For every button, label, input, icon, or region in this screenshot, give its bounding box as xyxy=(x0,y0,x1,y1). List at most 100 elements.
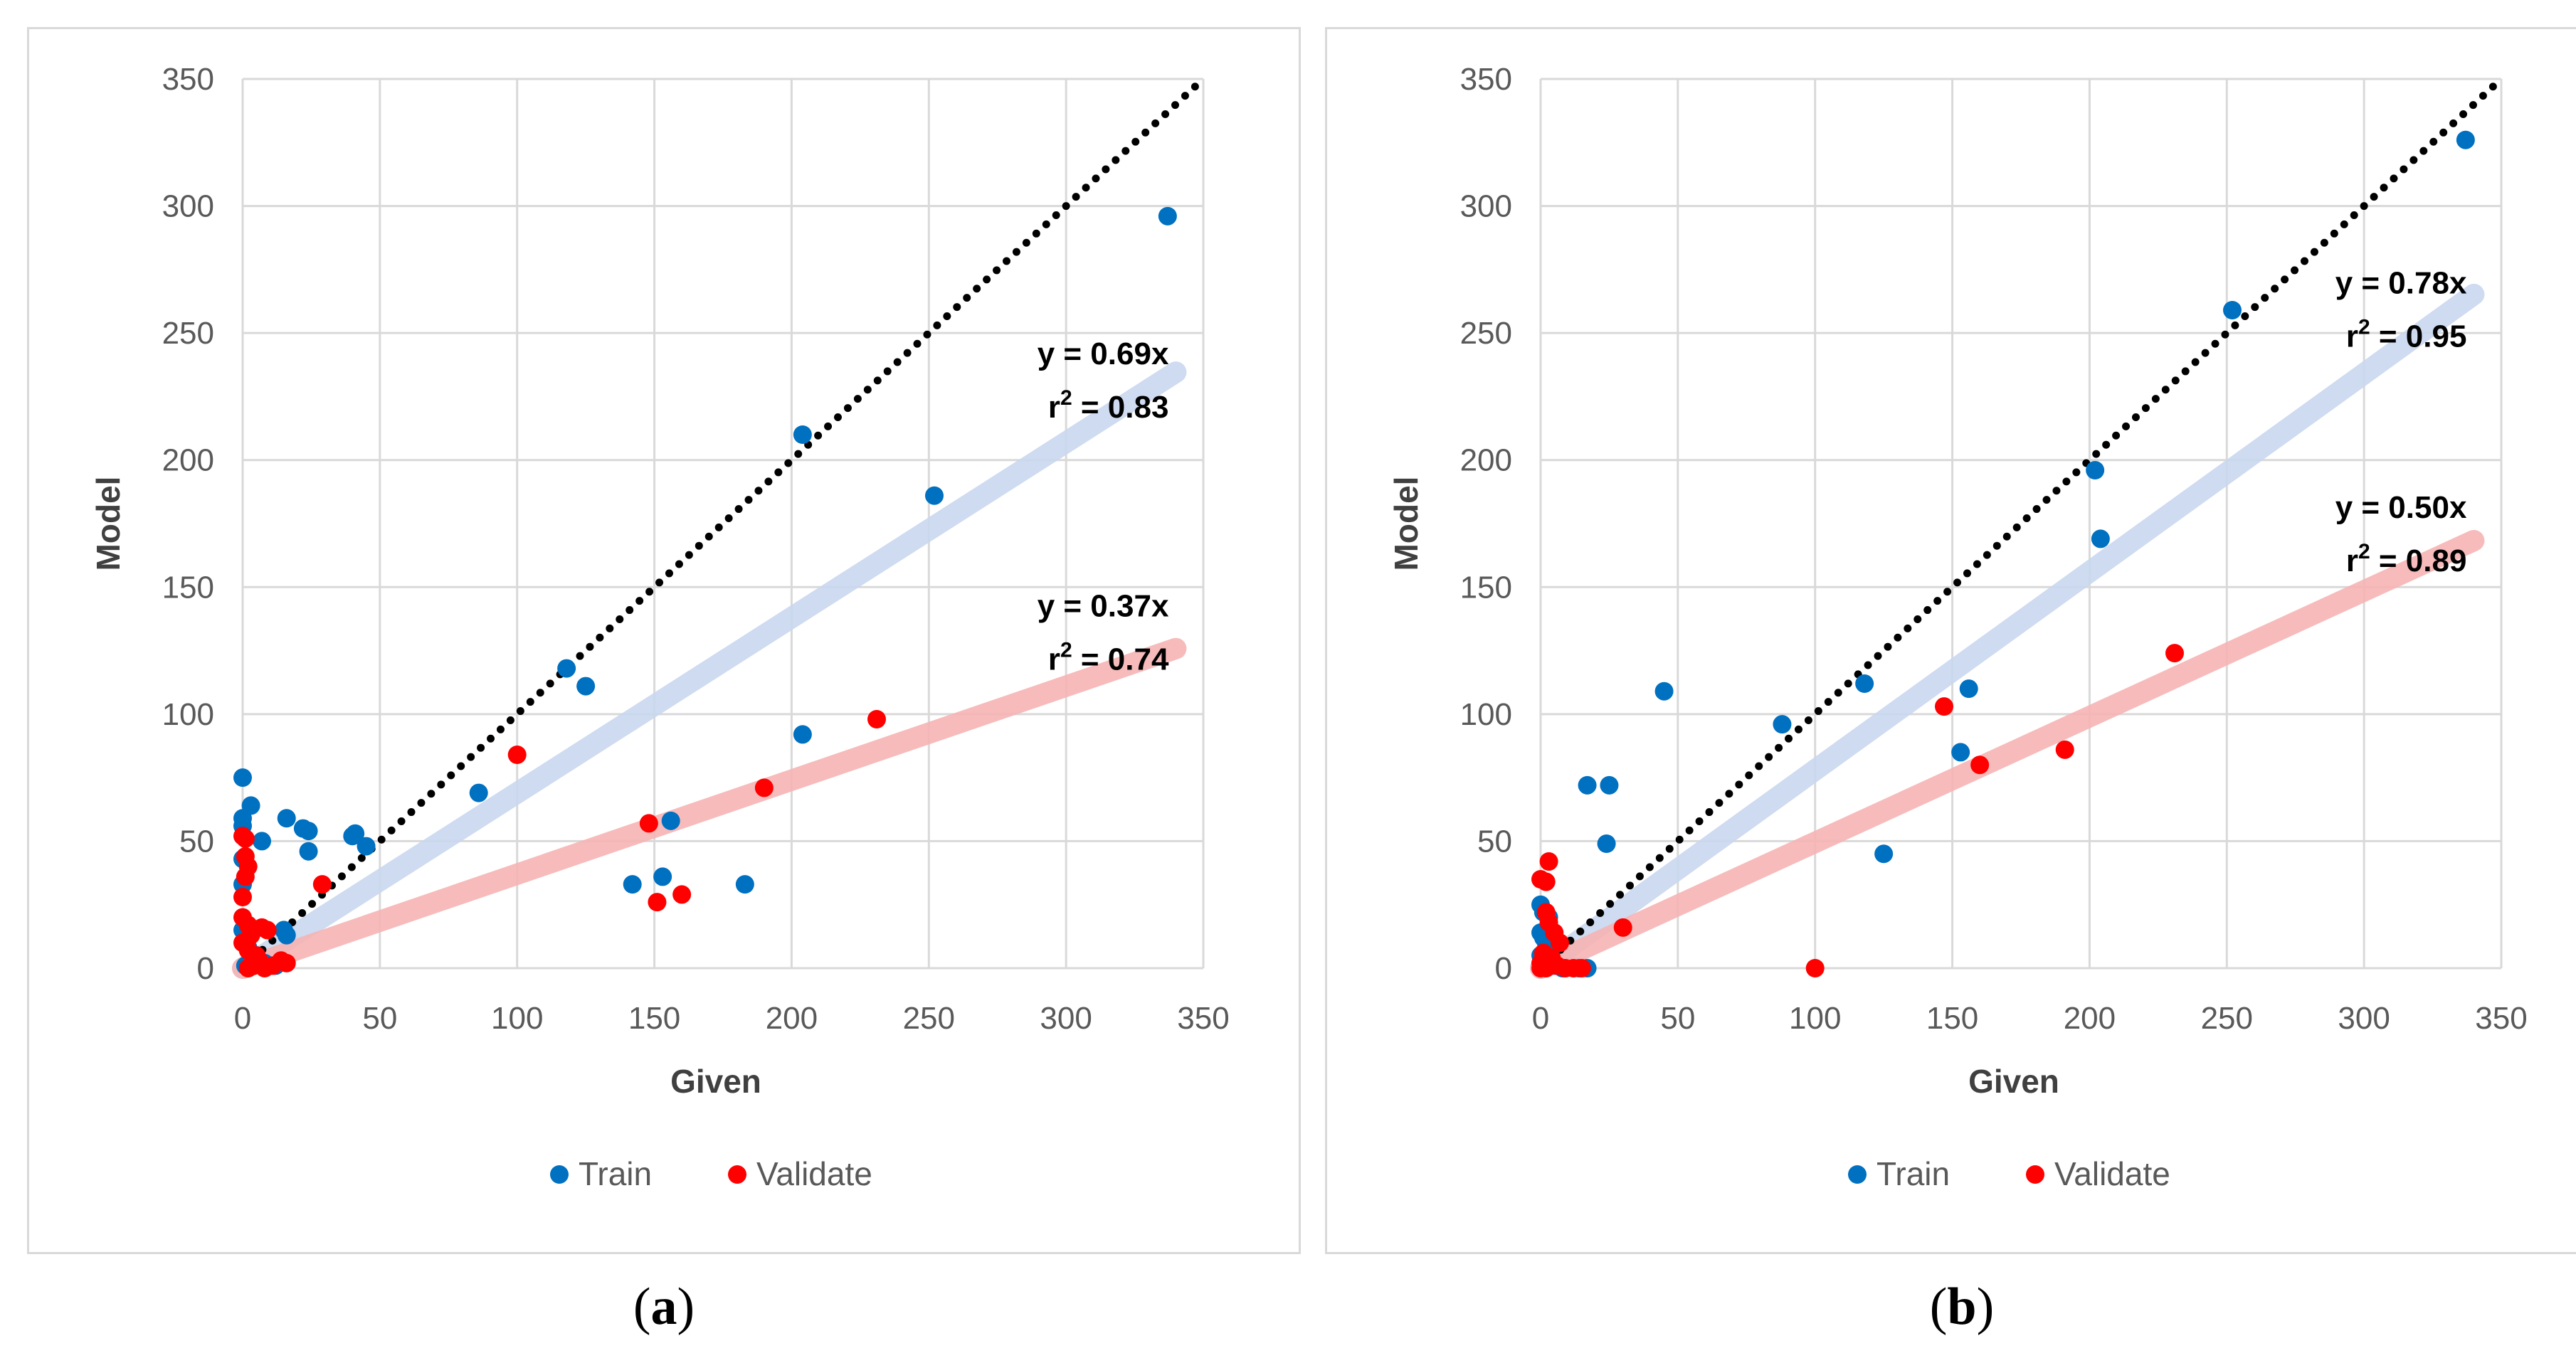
data-point-validate xyxy=(1805,959,1825,977)
data-point-train xyxy=(1874,844,1894,864)
trendline-validate xyxy=(1530,529,2485,979)
data-point-train xyxy=(576,677,596,696)
fit-r2: r2 = 0.74 xyxy=(1048,638,1169,677)
trendline-validate xyxy=(232,637,1187,979)
data-point-train xyxy=(2456,130,2475,149)
data-point-train xyxy=(277,809,296,828)
data-point-train xyxy=(1578,775,1597,795)
x-tick-label: 100 xyxy=(491,1001,543,1036)
y-tick-label: 100 xyxy=(162,697,214,732)
series-validate xyxy=(1531,644,2184,977)
fit-equation: y = 0.37x xyxy=(1038,588,1169,623)
r2-superscript: 2 xyxy=(1060,386,1072,410)
data-point-validate xyxy=(1572,959,1591,977)
r2-letter: r xyxy=(1048,390,1060,425)
data-point-validate xyxy=(648,893,667,912)
panel-caption-letter: b xyxy=(1947,1278,1977,1336)
data-point-validate xyxy=(1536,872,1556,891)
x-tick-label: 250 xyxy=(903,1001,955,1036)
data-point-train xyxy=(653,867,672,886)
data-point-validate xyxy=(1551,933,1569,953)
x-tick-label: 0 xyxy=(1532,1001,1549,1036)
gridlines xyxy=(241,78,1205,970)
data-point-train xyxy=(469,783,488,802)
chart-panel-a: 0 50 100 150 200 250 300 350 0 50 100 150 200 250 300 3… xyxy=(27,27,1301,1254)
legend-marker-train xyxy=(1848,1165,1867,1184)
fit-annotation-train: y = 0.78x r2 = 0.95 xyxy=(2335,265,2467,354)
identity-line xyxy=(1536,75,2506,972)
data-point-train xyxy=(1600,775,1619,795)
data-point-train xyxy=(623,875,642,894)
trendline-train xyxy=(1530,283,2485,979)
x-tick-label: 0 xyxy=(234,1001,251,1036)
y-tick-label: 200 xyxy=(162,443,214,478)
y-axis-title: Model xyxy=(90,477,127,571)
scatter-chart-b: 0 50 100 150 200 250 300 350 0 50 100 150 200 250 300 3… xyxy=(1388,62,2528,1192)
series-validate xyxy=(233,710,886,977)
data-point-validate xyxy=(277,953,296,972)
x-tick-label: 200 xyxy=(2064,1001,2116,1036)
data-point-validate xyxy=(754,778,774,797)
data-point-train xyxy=(357,837,376,856)
x-tick-label: 150 xyxy=(1926,1001,1978,1036)
data-point-train xyxy=(1158,206,1177,226)
x-tick-label: 50 xyxy=(362,1001,397,1036)
fit-annotation-train: y = 0.69x r2 = 0.83 xyxy=(1038,336,1169,425)
series-train xyxy=(233,206,1177,975)
legend: Train Validate xyxy=(550,1155,872,1192)
data-point-validate xyxy=(1935,697,1953,716)
data-point-validate xyxy=(2165,644,2184,663)
data-point-validate xyxy=(1539,852,1558,871)
x-tick-label: 300 xyxy=(2338,1001,2390,1036)
legend-label-validate: Validate xyxy=(2054,1155,2170,1192)
fit-equation: y = 0.69x xyxy=(1038,336,1169,371)
r2-letter: r xyxy=(2346,319,2358,354)
fit-equation: y = 0.78x xyxy=(2335,265,2467,300)
x-axis-title: Given xyxy=(670,1063,761,1100)
r2-value: = 0.95 xyxy=(2370,319,2467,354)
r2-value: = 0.89 xyxy=(2370,543,2467,578)
x-tick-label: 350 xyxy=(1177,1001,1229,1036)
data-point-train xyxy=(299,842,318,861)
data-point-validate xyxy=(258,921,277,940)
scatter-chart-a: 0 50 100 150 200 250 300 350 0 50 100 150 200 250 300 3… xyxy=(90,62,1230,1192)
x-tick-label: 100 xyxy=(1789,1001,1841,1036)
r2-superscript: 2 xyxy=(2358,315,2370,339)
data-point-validate xyxy=(236,867,255,886)
data-point-validate xyxy=(1531,959,1550,977)
data-point-train xyxy=(1855,674,1874,693)
y-tick-label: 150 xyxy=(162,570,214,605)
data-point-train xyxy=(557,659,576,678)
x-tick-label: 150 xyxy=(628,1001,680,1036)
panel-caption-a: (a) xyxy=(633,1278,695,1336)
panel-caption-b: (b) xyxy=(1929,1278,1995,1336)
data-point-train xyxy=(2086,461,2105,479)
y-tick-label: 250 xyxy=(1460,316,1512,351)
fit-r2: r2 = 0.83 xyxy=(1048,386,1169,425)
y-tick-label: 350 xyxy=(162,62,214,97)
legend: Train Validate xyxy=(1848,1155,2170,1192)
x-tick-label: 50 xyxy=(1660,1001,1695,1036)
fit-equation: y = 0.50x xyxy=(2335,490,2467,525)
trendline-train xyxy=(232,361,1187,979)
y-tick-label: 100 xyxy=(1460,697,1512,732)
r2-letter: r xyxy=(2346,543,2358,578)
y-tick-label: 350 xyxy=(1460,62,1512,97)
x-tick-label: 350 xyxy=(2475,1001,2527,1036)
fit-annotation-validate: y = 0.50x r2 = 0.89 xyxy=(2335,490,2467,578)
legend-label-validate: Validate xyxy=(756,1155,872,1192)
data-point-train xyxy=(2091,529,2110,548)
data-point-train xyxy=(661,811,680,830)
data-point-train xyxy=(735,875,754,894)
y-axis-title: Model xyxy=(1388,477,1425,571)
data-point-validate xyxy=(1970,755,1990,775)
fit-annotation-validate: y = 0.37x r2 = 0.74 xyxy=(1038,588,1169,677)
data-point-validate xyxy=(507,746,527,764)
r2-superscript: 2 xyxy=(1060,638,1072,662)
y-tick-label: 50 xyxy=(1477,824,1512,859)
data-point-train xyxy=(793,725,812,744)
data-point-train xyxy=(1654,682,1674,701)
data-point-train xyxy=(253,832,271,851)
x-tick-label: 200 xyxy=(766,1001,818,1036)
data-point-train xyxy=(1773,715,1792,734)
